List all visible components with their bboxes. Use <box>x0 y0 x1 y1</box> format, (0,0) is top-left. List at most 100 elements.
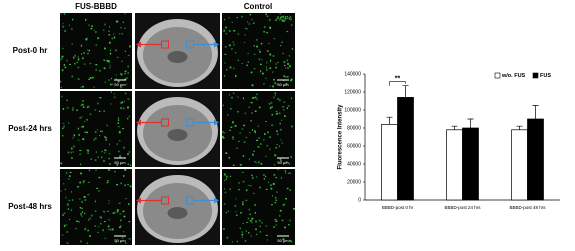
micrograph <box>222 91 295 167</box>
fluorescent-dot <box>239 132 242 134</box>
fluorescent-dot <box>275 110 278 113</box>
fluorescent-dot <box>236 17 238 19</box>
fluorescent-dot <box>248 208 251 211</box>
fluorescent-dot <box>117 117 119 119</box>
fluorescent-dot <box>124 78 127 81</box>
fluorescent-dot <box>283 203 285 206</box>
fluorescent-dot <box>226 236 229 239</box>
fluorescent-dot <box>244 239 247 242</box>
fluorescent-dot <box>79 181 82 184</box>
fluorescent-dot <box>98 190 100 192</box>
fluorescent-dot <box>84 120 86 123</box>
fluorescent-dot <box>117 80 120 83</box>
fluorescent-dot <box>254 110 257 112</box>
bar <box>381 124 398 201</box>
arrow-head <box>136 197 141 204</box>
fluorescent-dot <box>285 67 287 69</box>
scale-bar-label: 50 μm <box>114 238 126 243</box>
fluorescent-dot <box>289 172 292 174</box>
fluorescent-dot <box>237 140 240 142</box>
fluorescent-dot <box>241 233 244 236</box>
control-header: Control <box>244 2 272 11</box>
fluorescent-dot <box>127 163 129 166</box>
fluorescent-dot <box>257 125 260 127</box>
fluorescent-dot <box>68 175 71 177</box>
fluorescent-dot <box>98 226 100 228</box>
fluorescent-dot <box>269 53 272 56</box>
fluorescent-dot <box>241 16 243 18</box>
fluorescent-dot <box>233 67 235 70</box>
fluorescent-dot <box>288 65 291 68</box>
fluorescent-dot <box>61 234 64 236</box>
fluorescent-dot <box>105 139 107 141</box>
fluorescent-dot <box>110 83 112 86</box>
bar <box>462 127 479 201</box>
fluorescent-dot <box>71 157 73 159</box>
fluorescent-dot <box>114 170 116 173</box>
fluorescent-dot <box>103 149 106 151</box>
row-label: Post-48 hrs <box>8 202 52 211</box>
fluorescent-dot <box>278 112 281 115</box>
fluorescent-dot <box>83 180 85 182</box>
fluorescent-dot <box>98 110 101 113</box>
fluorescent-dot <box>127 65 129 68</box>
fluorescent-dot <box>108 218 110 221</box>
fluorescent-dot <box>247 21 249 23</box>
fluorescent-dot <box>280 158 282 161</box>
fluorescent-dot <box>232 92 235 94</box>
fluorescent-dot <box>95 44 97 47</box>
fluorescent-dot <box>111 77 113 80</box>
fluorescent-dot <box>242 97 245 100</box>
fluorescent-dot <box>247 217 250 220</box>
fluorescent-dot <box>224 188 226 190</box>
stain-label: AQP4 <box>276 17 293 23</box>
fluorescent-dot <box>124 13 126 15</box>
fluorescent-dot <box>91 214 93 217</box>
fluorescent-dot <box>99 134 101 137</box>
fluorescent-dot <box>103 110 105 112</box>
fluorescent-dot <box>283 64 286 67</box>
fluorescent-dot <box>111 83 114 85</box>
fluorescent-dot <box>275 66 277 69</box>
fluorescent-dot <box>102 229 105 232</box>
fluorescent-dot <box>287 67 289 70</box>
fluorescent-dot <box>271 204 273 206</box>
fluorescent-dot <box>251 129 254 131</box>
fluorescent-dot <box>75 227 77 230</box>
fluorescent-dot <box>106 124 109 127</box>
fluorescent-dot <box>274 82 276 85</box>
fluorescent-dot <box>83 63 86 65</box>
fluorescent-dot <box>90 158 92 161</box>
fluorescent-dot <box>121 237 124 239</box>
fluorescent-dot <box>275 63 278 65</box>
fluorescent-dot <box>84 38 86 41</box>
fluorescent-dot <box>246 64 248 67</box>
fluorescent-dot <box>66 204 69 206</box>
fluorescent-dot <box>260 143 262 145</box>
fluorescent-dot <box>253 161 256 163</box>
fluorescent-dot <box>77 127 79 130</box>
fluorescent-dot <box>229 175 231 177</box>
fluorescent-dot <box>111 37 114 40</box>
fluorescent-dot <box>277 169 280 171</box>
fluorescent-dot <box>275 146 278 149</box>
fluorescent-dot <box>285 82 288 85</box>
fluorescent-dot <box>92 76 94 79</box>
fluorescent-dot <box>237 59 240 62</box>
fluorescent-dot <box>108 199 110 202</box>
fluorescent-dot <box>124 92 127 95</box>
fluorescent-dot <box>286 59 289 62</box>
fluorescent-dot <box>278 145 280 148</box>
fluorescent-dot <box>254 211 256 214</box>
y-tick-label: 100000 <box>344 107 361 113</box>
fluorescent-dot <box>80 240 82 243</box>
fluorescent-dot <box>71 28 73 30</box>
fluorescent-dot <box>262 139 265 141</box>
fluorescent-dot <box>272 55 275 57</box>
fluorescent-dot <box>283 61 286 63</box>
fluorescent-dot <box>280 45 282 47</box>
fluorescent-dot <box>79 206 81 209</box>
row-label: Post-24 hrs <box>8 124 52 133</box>
fluorescent-dot <box>115 77 117 80</box>
